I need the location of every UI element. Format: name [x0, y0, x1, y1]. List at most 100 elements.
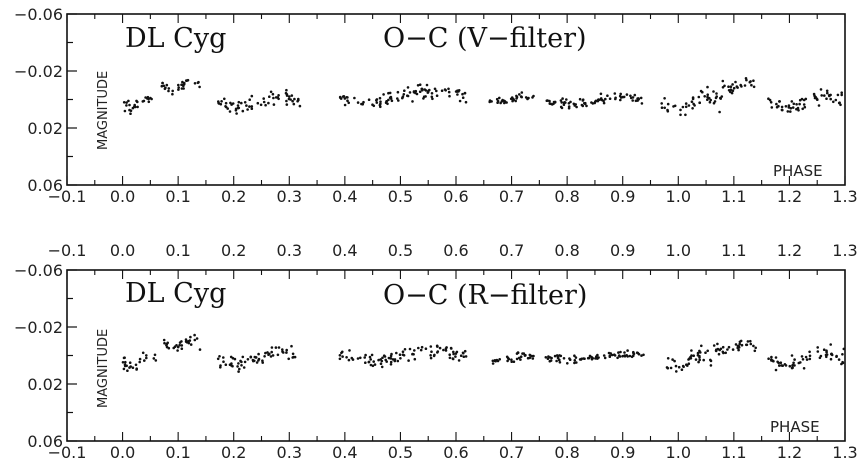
data-point	[737, 348, 740, 352]
data-point	[784, 105, 788, 108]
data-point	[559, 99, 563, 102]
data-point	[795, 103, 798, 106]
data-point	[198, 348, 202, 351]
data-point	[406, 86, 410, 89]
data-point	[348, 349, 351, 352]
data-point	[786, 110, 790, 113]
data-point	[823, 94, 826, 97]
data-point	[128, 108, 131, 112]
data-point	[795, 107, 798, 111]
data-point	[343, 103, 347, 107]
data-point	[700, 344, 703, 348]
data-point	[693, 104, 696, 107]
data-point	[503, 99, 506, 103]
data-point	[402, 354, 406, 357]
data-point	[754, 346, 757, 350]
data-point	[220, 100, 223, 103]
x-tick-label: 0.1	[165, 187, 190, 206]
data-point	[753, 349, 757, 353]
data-point	[422, 95, 426, 98]
data-point	[736, 344, 740, 348]
data-point	[684, 105, 688, 109]
v-title: DL Cyg	[125, 23, 226, 54]
data-point	[743, 84, 747, 87]
data-point	[195, 337, 199, 340]
data-point	[697, 95, 701, 99]
data-point	[448, 356, 452, 360]
data-point	[734, 343, 738, 346]
data-point	[800, 97, 804, 101]
data-point	[493, 359, 497, 363]
data-point	[346, 99, 349, 102]
data-point	[775, 105, 779, 109]
data-point	[402, 93, 406, 96]
data-point	[406, 94, 409, 97]
data-point	[679, 113, 682, 117]
data-point	[675, 370, 678, 373]
data-point	[709, 364, 713, 367]
data-point	[608, 355, 612, 359]
y-tick-label: 0.02	[27, 119, 63, 138]
data-point	[135, 367, 138, 371]
data-point	[814, 95, 817, 99]
data-point	[805, 358, 809, 361]
data-point	[734, 80, 737, 84]
data-point	[510, 358, 513, 362]
x-tick-label: 0.8	[554, 187, 579, 206]
data-point	[586, 356, 590, 360]
x-tick-label: 1.3	[832, 443, 857, 462]
data-point	[162, 84, 166, 88]
data-point	[619, 98, 622, 102]
data-point	[553, 100, 557, 104]
r-xlabel: PHASE	[770, 418, 820, 436]
data-point	[223, 97, 226, 101]
data-point	[709, 98, 712, 102]
data-point	[142, 99, 146, 103]
data-point	[285, 88, 288, 92]
data-point	[618, 94, 622, 98]
data-point	[435, 94, 439, 97]
data-point	[561, 97, 564, 100]
data-point	[416, 84, 420, 87]
r-x-ticks: −0.1 0.0 0.1 0.2 0.3 0.4 0.5 0.6 0.7 0.8 0.9 1.0 1.1…	[48, 270, 858, 462]
data-point	[440, 89, 444, 92]
x-tick-label-top: 1.0	[666, 241, 691, 260]
data-point	[379, 100, 382, 103]
data-point	[548, 356, 552, 359]
x-tick-label: 0.2	[221, 187, 246, 206]
data-point	[819, 88, 823, 91]
data-point	[360, 102, 363, 106]
data-point	[430, 92, 434, 95]
data-point	[296, 99, 299, 103]
data-point	[217, 101, 220, 105]
data-point	[545, 99, 549, 102]
data-point	[180, 340, 183, 343]
data-point	[133, 105, 137, 109]
data-point	[567, 105, 571, 108]
data-point	[774, 368, 778, 372]
data-point	[721, 79, 725, 83]
data-point	[364, 361, 367, 365]
data-point	[415, 92, 419, 96]
data-point	[718, 110, 721, 114]
data-point	[385, 100, 388, 103]
data-point	[746, 340, 750, 343]
data-point	[435, 344, 439, 348]
r-title: DL Cyg	[125, 278, 226, 309]
data-point	[262, 97, 266, 100]
data-point	[377, 358, 380, 362]
data-point	[350, 356, 354, 360]
data-point	[339, 96, 342, 99]
data-point	[147, 100, 151, 104]
data-point	[625, 354, 628, 357]
data-point	[389, 357, 393, 360]
r-subtitle: O−C (R−filter)	[383, 280, 587, 311]
data-point	[418, 83, 422, 86]
data-point	[684, 102, 688, 105]
x-tick-label: 0.0	[110, 443, 135, 462]
data-point	[631, 99, 634, 102]
data-point	[822, 348, 826, 352]
data-point	[131, 106, 135, 110]
x-tick-label-top: 0.3	[277, 241, 302, 260]
data-point	[398, 353, 402, 357]
